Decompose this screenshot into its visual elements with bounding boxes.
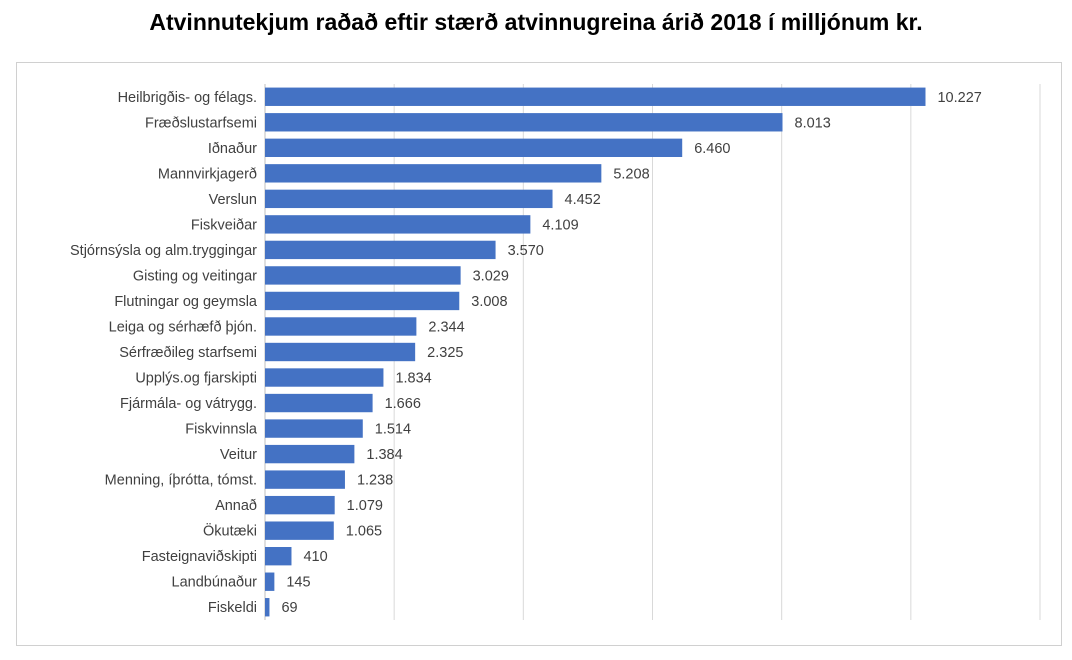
category-label: Ökutæki (203, 522, 257, 540)
bar (265, 470, 345, 489)
data-label: 3.008 (471, 294, 507, 310)
bar (265, 87, 926, 106)
category-label: Verslun (209, 192, 257, 208)
category-label: Fasteignaviðskipti (142, 549, 257, 565)
labels: Heilbrigðis- og félags. 10.227 Fræðslustar… (70, 90, 982, 616)
category-label: Fiskveiðar (191, 217, 257, 233)
data-label: 1.065 (346, 524, 382, 540)
data-label: 1.834 (395, 371, 431, 387)
data-label: 2.344 (428, 319, 464, 335)
bar (265, 572, 275, 591)
category-label: Heilbrigðis- og félags. (118, 90, 257, 106)
data-label: 4.452 (565, 192, 601, 208)
data-label: 1.514 (375, 422, 411, 438)
category-label: Flutningar og geymsla (114, 294, 258, 310)
bar (265, 598, 270, 617)
bar (265, 317, 417, 336)
bar (265, 113, 783, 132)
bar (265, 547, 292, 566)
category-label: Upplýs.og fjarskipti (135, 371, 257, 387)
category-label: Fræðslustarfsemi (145, 115, 257, 131)
category-label: Fiskvinnsla (185, 422, 258, 438)
data-label: 8.013 (795, 115, 831, 131)
data-label: 1.666 (385, 396, 421, 412)
bar (265, 138, 683, 157)
category-label: Landbúnaður (172, 575, 258, 591)
category-label: Iðnaður (208, 141, 257, 157)
data-label: 5.208 (613, 166, 649, 182)
bar (265, 291, 460, 311)
bars (265, 87, 926, 617)
data-label: 1.384 (366, 447, 402, 463)
category-label: Fiskeldi (208, 600, 257, 616)
data-label: 4.109 (542, 217, 578, 233)
bar (265, 495, 335, 515)
category-label: Menning, íþrótta, tómst. (105, 473, 257, 489)
bar (265, 240, 496, 260)
bar (265, 393, 373, 413)
category-label: Veitur (220, 447, 257, 463)
data-label: 69 (281, 600, 297, 616)
chart-area (16, 62, 1062, 646)
bar (265, 521, 334, 540)
bar (265, 444, 355, 464)
category-label: Stjórnsýsla og alm.tryggingar (70, 243, 257, 259)
data-label: 3.570 (508, 243, 544, 259)
data-label: 3.029 (473, 268, 509, 284)
category-label: Annað (215, 498, 257, 514)
data-label: 410 (303, 549, 327, 565)
bar (265, 189, 553, 209)
bar (265, 342, 416, 362)
data-label: 2.325 (427, 345, 463, 361)
category-label: Sérfræðileg starfsemi (119, 345, 257, 361)
category-label: Fjármála- og vátrygg. (120, 396, 257, 412)
bar (265, 419, 363, 438)
bar (265, 266, 461, 285)
data-label: 6.460 (694, 141, 730, 157)
category-label: Leiga og sérhæfð þjón. (109, 319, 257, 335)
bar (265, 164, 602, 183)
data-label: 145 (286, 575, 310, 591)
data-label: 1.238 (357, 473, 393, 489)
category-label: Gisting og veitingar (133, 268, 257, 284)
category-label: Mannvirkjagerð (158, 166, 257, 182)
bar (265, 368, 384, 387)
data-label: 1.079 (347, 498, 383, 514)
chart-title: Atvinnutekjum raðað eftir stærð atvinnug… (149, 9, 923, 35)
data-label: 10.227 (937, 90, 981, 106)
bar (265, 215, 531, 234)
